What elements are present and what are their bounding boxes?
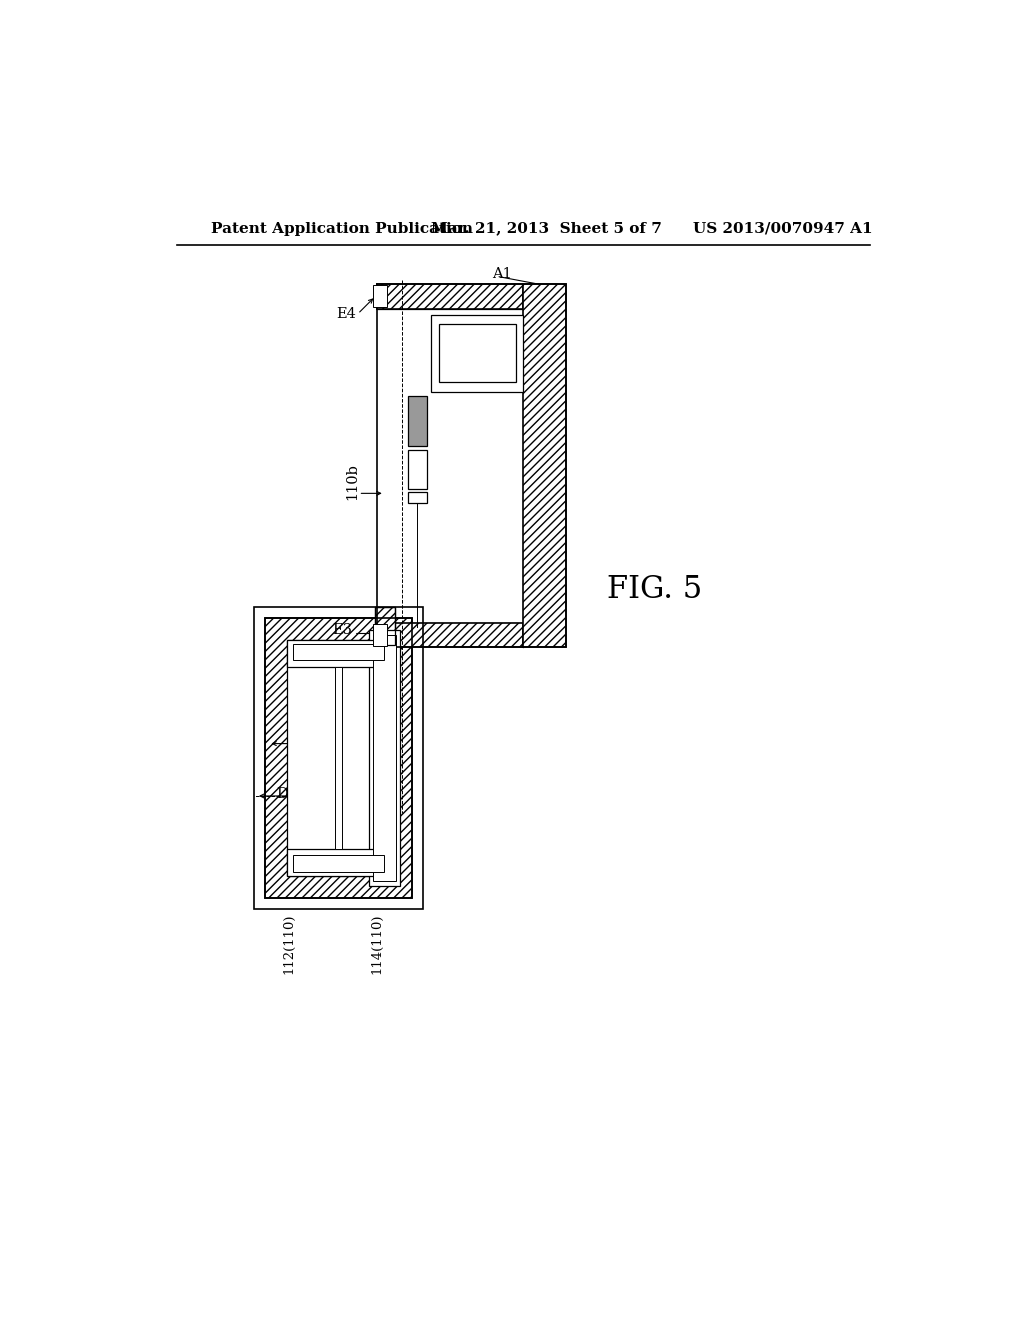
Text: US 2013/0070947 A1: US 2013/0070947 A1 [692, 222, 872, 235]
Bar [408, 396, 427, 446]
Bar [376, 607, 394, 645]
Bar [293, 644, 384, 660]
Bar [373, 285, 387, 308]
Text: E4: E4 [336, 308, 356, 321]
Text: 120a: 120a [314, 686, 329, 723]
Bar [287, 849, 390, 876]
Bar [287, 640, 390, 667]
Text: 120: 120 [299, 698, 313, 727]
Bar [265, 618, 412, 898]
Text: 110b: 110b [345, 463, 359, 500]
Bar [438, 323, 515, 383]
Text: E3: E3 [333, 623, 352, 636]
Text: 114(110): 114(110) [371, 913, 383, 974]
Bar [377, 623, 523, 647]
Bar [265, 618, 412, 898]
Bar [377, 284, 523, 309]
Text: Mar. 21, 2013  Sheet 5 of 7: Mar. 21, 2013 Sheet 5 of 7 [431, 222, 662, 235]
Bar [370, 630, 400, 886]
Bar [373, 635, 396, 880]
Bar [408, 450, 427, 488]
Bar [408, 492, 427, 503]
Bar [293, 855, 384, 873]
Bar [523, 284, 565, 647]
Text: D: D [276, 787, 289, 801]
Bar [287, 640, 390, 876]
Text: 112(110): 112(110) [282, 913, 295, 974]
Bar [254, 607, 423, 909]
Bar [377, 309, 523, 623]
Bar [377, 284, 565, 647]
Bar [431, 314, 523, 392]
Bar [373, 624, 387, 645]
Text: Patent Application Publication: Patent Application Publication [211, 222, 473, 235]
Bar [335, 667, 342, 849]
Bar [376, 607, 394, 645]
Text: A1: A1 [493, 267, 512, 281]
Text: FIG. 5: FIG. 5 [606, 574, 701, 605]
